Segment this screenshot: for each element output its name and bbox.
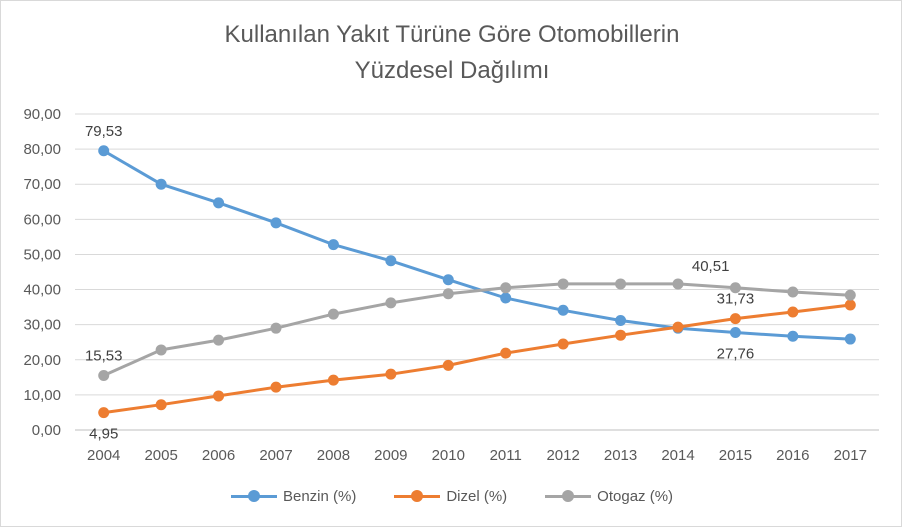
data-point — [615, 329, 627, 341]
data-point — [729, 282, 741, 294]
data-point — [442, 359, 454, 371]
x-tick-label: 2012 — [546, 447, 579, 464]
chart-title-line-2: Yüzdesel Dağılımı — [354, 57, 550, 84]
series-line-0 — [102, 149, 852, 341]
data-point — [385, 255, 397, 267]
y-tick-label: 0,00 — [32, 422, 61, 439]
data-point — [155, 399, 167, 411]
y-tick-label: 80,00 — [23, 141, 61, 158]
data-point — [615, 278, 627, 290]
y-tick-label: 40,00 — [23, 282, 61, 299]
series-line-2 — [102, 282, 852, 377]
data-point — [500, 347, 512, 359]
chart-title-line-1: Kullanılan Yakıt Türüne Göre Otomobiller… — [224, 21, 680, 48]
data-point — [615, 314, 627, 326]
data-point — [672, 321, 684, 333]
data-point — [213, 334, 225, 346]
data-point — [327, 374, 339, 386]
data-point — [213, 197, 225, 209]
data-point — [557, 304, 569, 316]
data-label: 79,53 — [85, 123, 123, 140]
data-point — [787, 286, 799, 298]
y-tick-label: 30,00 — [23, 317, 61, 334]
data-point — [98, 407, 110, 419]
y-tick-label: 90,00 — [23, 106, 61, 123]
x-tick-label: 2005 — [144, 447, 177, 464]
series-lines — [98, 145, 856, 419]
y-tick-label: 60,00 — [23, 211, 61, 228]
legend-swatch — [230, 490, 277, 502]
x-tick-label: 2011 — [490, 447, 522, 464]
x-tick-label: 2017 — [834, 447, 867, 464]
data-point — [787, 306, 799, 318]
legend-item: Dizel (%) — [394, 488, 507, 505]
data-label: 15,53 — [85, 347, 123, 364]
y-tick-label: 20,00 — [23, 352, 61, 369]
x-tick-label: 2010 — [432, 447, 465, 464]
y-tick-label: 70,00 — [23, 176, 61, 193]
data-label: 4,95 — [89, 426, 118, 443]
data-point — [155, 344, 167, 356]
legend-label: Dizel (%) — [446, 487, 508, 505]
data-point — [98, 369, 110, 381]
series-line-1 — [102, 303, 852, 415]
legend-swatch — [394, 490, 441, 502]
data-point — [327, 308, 339, 320]
data-point — [787, 330, 799, 342]
data-point — [155, 178, 167, 190]
y-axis-ticks: 0,00 10,00 20,00 30,00 40,00 50,00 60,00 70,00 8… — [23, 106, 61, 439]
data-point — [270, 381, 282, 393]
data-label: 27,76 — [717, 346, 755, 363]
data-labels: 79,53 27,76 4,95 31,73 15,53 40,51 — [85, 123, 754, 443]
data-label: 40,51 — [692, 258, 730, 275]
data-point — [327, 239, 339, 251]
data-point — [98, 145, 110, 157]
x-tick-label: 2009 — [374, 447, 407, 464]
gridlines — [75, 113, 879, 431]
x-axis-ticks: 2004 2005 2006 2007 2008 2009 2010 2011 2012 2013… — [87, 447, 867, 464]
legend-label: Otogaz (%) — [597, 487, 674, 505]
x-tick-label: 2007 — [259, 447, 292, 464]
x-tick-label: 2016 — [776, 447, 809, 464]
legend-swatch — [545, 490, 592, 502]
data-point — [442, 274, 454, 286]
data-point — [500, 292, 512, 304]
data-point — [844, 333, 856, 345]
x-tick-label: 2006 — [202, 447, 235, 464]
data-point — [270, 322, 282, 334]
data-point — [729, 313, 741, 325]
data-point — [213, 390, 225, 402]
x-tick-label: 2013 — [604, 447, 637, 464]
y-tick-label: 50,00 — [23, 246, 61, 263]
legend-item: Otogaz (%) — [545, 488, 673, 505]
data-point — [729, 327, 741, 339]
y-tick-label: 10,00 — [23, 387, 61, 404]
data-point — [672, 278, 684, 290]
x-tick-label: 2008 — [317, 447, 350, 464]
data-point — [557, 278, 569, 290]
data-point — [385, 368, 397, 380]
data-point — [557, 338, 569, 350]
x-tick-label: 2014 — [661, 447, 694, 464]
data-point — [500, 282, 512, 294]
legend: Benzin (%) Dizel (%) Otogaz (%) — [1, 485, 902, 507]
data-point — [844, 299, 856, 311]
data-label: 31,73 — [717, 291, 755, 308]
data-point — [442, 288, 454, 300]
data-point — [270, 217, 282, 229]
legend-label: Benzin (%) — [282, 487, 357, 505]
data-point — [385, 297, 397, 309]
x-tick-label: 2015 — [719, 447, 752, 464]
x-tick-label: 2004 — [87, 447, 120, 464]
data-point — [844, 289, 856, 301]
legend-item: Benzin (%) — [230, 487, 357, 505]
